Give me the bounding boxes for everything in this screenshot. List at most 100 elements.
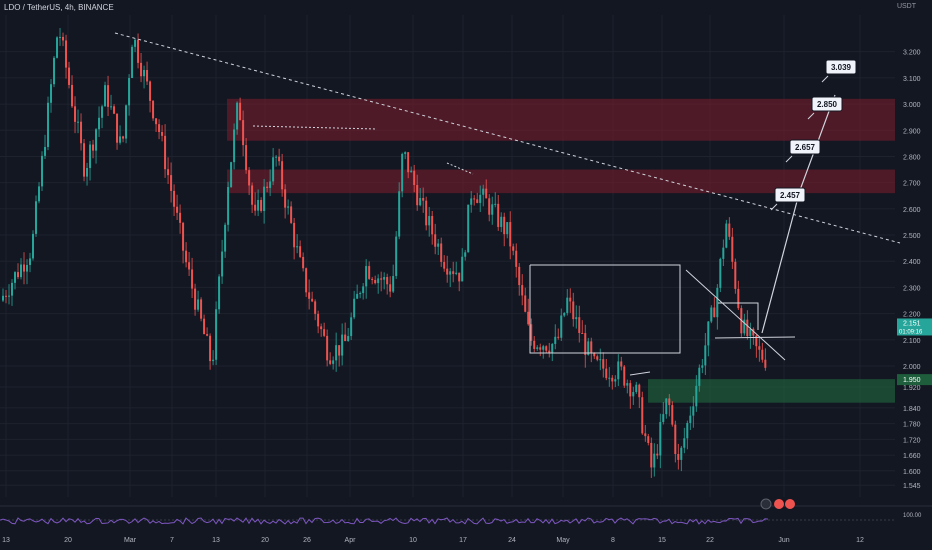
candle-body (410, 170, 413, 173)
y-tick-label: 1.720 (903, 437, 921, 444)
candle-body (422, 198, 425, 201)
candle-body (755, 335, 758, 347)
candle-body (164, 135, 167, 170)
candle-body (239, 102, 242, 121)
x-tick-label: Mar (124, 537, 137, 544)
event-icon (774, 499, 784, 509)
level-dashed (252, 125, 378, 130)
x-tick-label: 20 (261, 537, 269, 544)
candle-body (236, 102, 239, 130)
y-tick-label: 1.545 (903, 483, 921, 490)
candle-body (314, 301, 317, 314)
y-tick-label: 2.100 (903, 338, 921, 345)
candle-body (473, 198, 476, 200)
level-line (629, 371, 651, 376)
x-tick-label: 26 (303, 537, 311, 544)
candle-body (404, 152, 407, 154)
candle-body (485, 188, 488, 199)
x-tick-label: 17 (459, 537, 467, 544)
candle-body (488, 198, 491, 215)
candle-body (419, 198, 422, 206)
candle-body (5, 295, 8, 297)
candle-body (695, 385, 698, 407)
candle-body (398, 191, 401, 237)
candle-body (482, 188, 485, 195)
target-arrow (807, 112, 815, 120)
candle-body (383, 277, 386, 280)
candle-body (530, 324, 533, 341)
candle-body (134, 39, 137, 47)
candle-body (317, 313, 320, 327)
candle-body (575, 317, 578, 320)
candle-body (491, 204, 494, 215)
candle-body (287, 206, 290, 208)
candle-body (659, 422, 662, 456)
candle-body (290, 206, 293, 223)
candle-body (170, 175, 173, 191)
target-label-box (774, 187, 806, 203)
candle-body (260, 199, 263, 211)
candle-body (155, 118, 158, 125)
y-tick-label: 3.200 (903, 50, 921, 57)
candle-body (494, 203, 497, 205)
candle-body (644, 433, 647, 437)
candle-body (8, 295, 11, 297)
candle-body (86, 167, 89, 177)
candle-body (44, 146, 47, 156)
x-tick-label: 7 (170, 537, 174, 544)
candle-body (662, 414, 665, 423)
indicator-tick-label: 100.00 (903, 513, 922, 519)
candle-body (440, 243, 443, 262)
candle-body (611, 377, 614, 382)
candle-body (323, 329, 326, 336)
candle-body (359, 293, 362, 295)
candle-body (35, 201, 38, 234)
candle-body (356, 293, 359, 299)
candle-body (224, 224, 227, 252)
candle-body (167, 169, 170, 176)
candle-body (554, 336, 557, 344)
candle-body (23, 264, 26, 272)
candle-body (683, 438, 686, 448)
candle-body (536, 347, 539, 349)
candle-body (251, 185, 254, 205)
candle-body (341, 334, 344, 356)
candle-body (152, 100, 155, 119)
y-tick-label: 2.700 (903, 181, 921, 188)
candle-body (464, 252, 467, 257)
candle-body (506, 222, 509, 235)
candle-body (665, 398, 668, 415)
target-label: 2.657 (795, 143, 816, 152)
candle-body (350, 317, 353, 337)
candle-body (608, 377, 611, 379)
candle-body (548, 350, 551, 354)
y-tick-label: 2.900 (903, 128, 921, 135)
x-axis: 13 20 Mar 7 13 20 26 Apr 10 17 24 May 8 15 22 Jun 12 (2, 537, 864, 544)
candle-body (539, 347, 542, 350)
candle-body (206, 334, 209, 336)
candle-body (26, 264, 29, 272)
flag-box (718, 302, 759, 330)
target-arrow (770, 203, 778, 211)
candle-body (626, 383, 629, 386)
x-tick-label: 22 (706, 537, 714, 544)
candle-body (227, 187, 230, 225)
candle-body (29, 258, 32, 265)
candle-body (56, 37, 59, 58)
target-label-box (825, 59, 857, 75)
candle-body (194, 288, 197, 310)
candle-body (188, 262, 191, 270)
wedge-line (714, 336, 796, 339)
candle-body (413, 170, 416, 186)
candle-body (395, 236, 398, 276)
x-tick-label: May (556, 537, 570, 544)
candle-body (92, 144, 95, 151)
y-tick-label: 1.920 (903, 385, 921, 392)
candle-body (452, 271, 455, 274)
drawings: 2.457 2.657 2.850 3.039 (114, 32, 901, 376)
candle-body (392, 275, 395, 292)
candle-body (692, 406, 695, 416)
y-tick-label: 2.500 (903, 233, 921, 240)
candle-body (98, 117, 101, 130)
